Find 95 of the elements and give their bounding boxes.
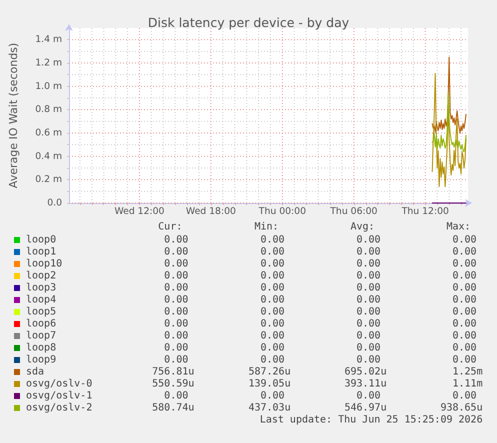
text: 546.97u (344, 402, 387, 414)
x-tick-label: Wed 18:00 (186, 206, 236, 217)
text: 0.00 (452, 342, 477, 354)
legend-label: loop4 (26, 294, 56, 306)
legend-label: loop10 (26, 258, 62, 270)
text: 0.00 (452, 330, 477, 342)
text: 580.74u (152, 402, 194, 414)
x-tick-label: Wed 12:00 (114, 206, 165, 217)
text: 0.00 (260, 258, 285, 270)
y-tick-label: 0.2 m (35, 174, 62, 186)
y-tick-label: 1.4 m (35, 34, 62, 46)
chart-title: Disk latency per device - by day (148, 15, 350, 30)
legend-label: loop6 (26, 318, 56, 330)
legend-label: loop7 (26, 330, 56, 342)
text: 0.00 (164, 390, 188, 402)
text: 0.00 (452, 282, 477, 294)
y-tick-label: 0.8 m (35, 104, 62, 116)
y-tick-label: 0.0 (47, 198, 62, 208)
x-tick-label: Thu 12:00 (400, 206, 450, 217)
legend-label: loop1 (26, 246, 56, 258)
text: 0.00 (452, 390, 477, 402)
y-tick-label: 0.4 m (35, 150, 62, 162)
text: 0.00 (260, 246, 285, 258)
legend-label: loop9 (26, 354, 56, 366)
legend-label: osvg/oslv-2 (26, 402, 92, 414)
text: 0.00 (356, 354, 381, 366)
legend-label: sda (26, 366, 44, 378)
text: 0.00 (260, 270, 285, 282)
y-tick-label: 1.2 m (35, 58, 62, 68)
text: 938.65u (440, 402, 483, 414)
text: 0.00 (452, 294, 477, 306)
text: 0.00 (260, 306, 285, 318)
text: 0.00 (260, 342, 285, 354)
text: 0.00 (260, 390, 285, 402)
legend-label: osvg/oslv-1 (26, 390, 92, 402)
text: 0.00 (260, 318, 285, 330)
legend-label: loop8 (26, 342, 56, 354)
text: 0.00 (452, 270, 477, 282)
text: 0.00 (356, 294, 381, 306)
legend-label: loop5 (26, 306, 56, 318)
text: 0.00 (260, 234, 285, 246)
text: 0.00 (356, 306, 381, 318)
text: Cur: (158, 222, 182, 232)
text: 756.81u (152, 366, 194, 378)
text: 0.00 (260, 354, 285, 366)
text: 0.00 (164, 318, 188, 330)
x-tick-label: Thu 06:00 (329, 206, 378, 217)
y-tick-label: 0.6 m (35, 128, 62, 138)
text: 437.03u (248, 402, 291, 414)
text: 0.00 (452, 258, 477, 270)
text: 139.05u (248, 378, 291, 390)
text: Avg: (350, 222, 375, 232)
text: 0.00 (356, 234, 381, 246)
text: Last update: Thu Jun 25 15:25:09 2026 (260, 414, 483, 426)
text: 0.00 (164, 270, 188, 282)
text: 0.00 (260, 294, 285, 306)
text: 1.11m (452, 378, 483, 390)
text: 393.11u (344, 378, 387, 390)
text: 0.00 (164, 234, 188, 246)
text: 0.00 (356, 342, 381, 354)
text: 0.00 (164, 246, 188, 258)
text: 0.00 (356, 330, 381, 342)
text: 0.00 (164, 342, 188, 354)
text: 695.02u (344, 366, 387, 378)
text: 587.26u (248, 366, 291, 378)
text: Max: (446, 222, 471, 232)
text: 0.00 (356, 246, 381, 258)
text: 0.00 (164, 258, 188, 270)
legend-label: loop2 (26, 270, 56, 282)
text: 0.00 (356, 282, 381, 294)
text: 0.00 (356, 258, 381, 270)
legend-label: loop0 (26, 234, 56, 246)
legend-label: osvg/oslv-0 (26, 378, 92, 390)
text: 0.00 (164, 330, 188, 342)
text: 0.00 (164, 294, 188, 306)
text: 0.00 (164, 282, 188, 294)
text: 0.00 (452, 234, 477, 246)
text: 0.00 (260, 282, 285, 294)
y-tick-label: 1.0 m (35, 80, 62, 92)
text: 0.00 (164, 306, 188, 318)
x-tick-label: Thu 00:00 (258, 206, 306, 217)
text: 0.00 (452, 306, 477, 318)
text: 0.00 (260, 330, 285, 342)
text: 0.00 (356, 390, 381, 402)
text: 0.00 (356, 318, 381, 330)
legend-label: loop3 (26, 282, 56, 294)
text: 0.00 (452, 246, 477, 258)
y-axis-title: Average IO Wait (seconds) (7, 42, 20, 188)
text: 550.59u (152, 378, 194, 390)
text: 0.00 (452, 318, 477, 330)
text: 0.00 (356, 270, 381, 282)
text: Min: (254, 222, 279, 232)
text: 1.25m (452, 366, 483, 378)
text: 0.00 (164, 354, 188, 366)
text: 0.00 (452, 354, 477, 366)
